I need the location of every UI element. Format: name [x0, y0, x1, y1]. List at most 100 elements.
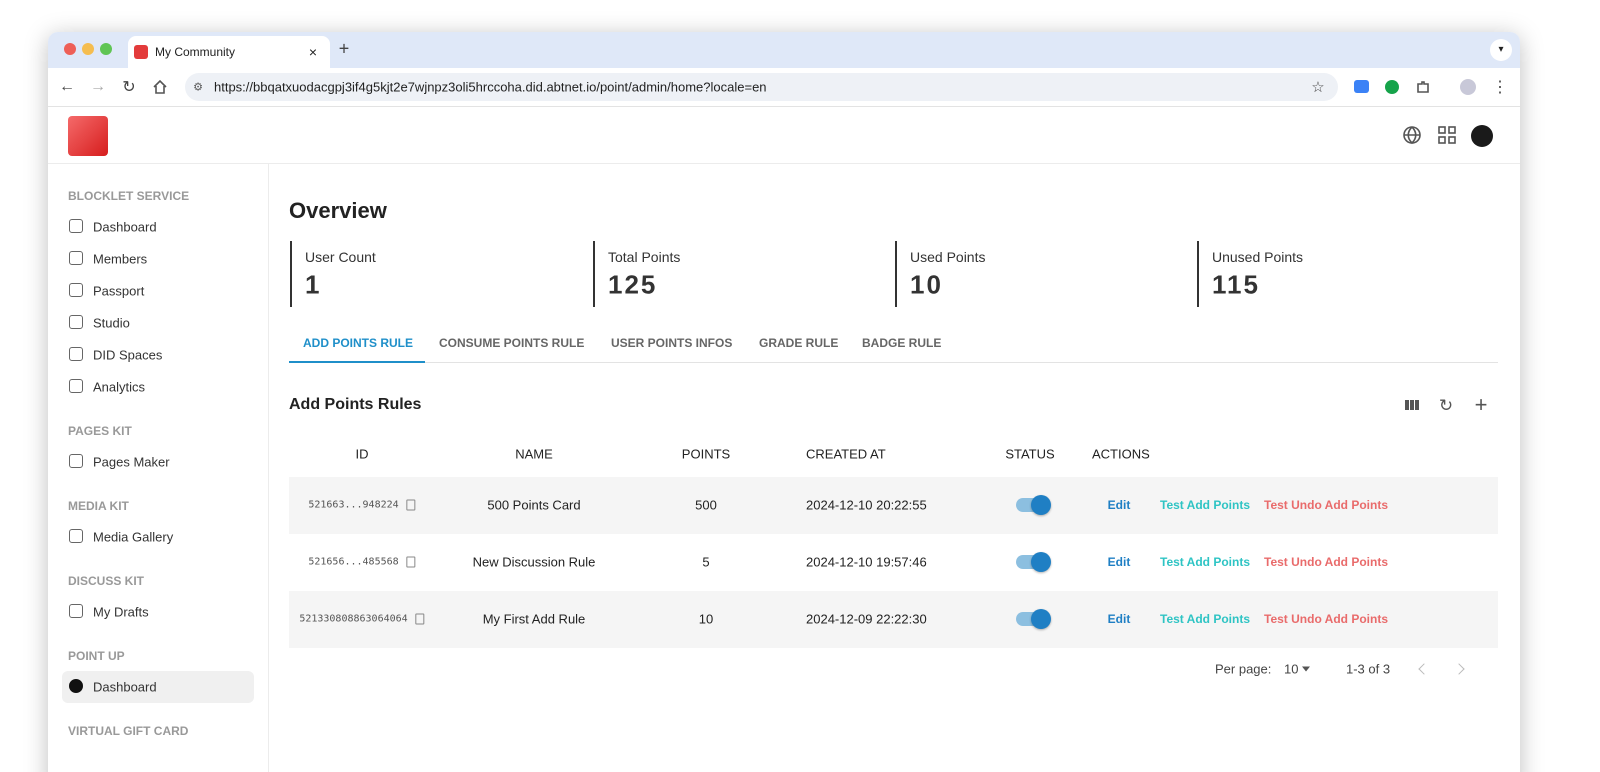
- id-cell: 521330808863064064: [299, 613, 425, 625]
- tab[interactable]: USER POINTS INFOS: [611, 336, 733, 350]
- sidebar-section-title: DISCUSS KIT: [68, 574, 145, 588]
- test-add-button[interactable]: Test Add Points: [1160, 498, 1250, 512]
- sidebar-item-icon: [69, 219, 83, 233]
- per-page-caret[interactable]: [1302, 666, 1310, 672]
- tab-search[interactable]: ▾: [1490, 39, 1512, 61]
- address-field[interactable]: ⚙ https://bbqatxuodacgpj3if4g5kjt2e7wjnp…: [185, 73, 1338, 101]
- maximize-window[interactable]: [100, 43, 112, 55]
- test-undo-button[interactable]: Test Undo Add Points: [1264, 612, 1388, 626]
- stat-label: Total Points: [608, 249, 681, 265]
- new-tab[interactable]: +: [338, 38, 350, 59]
- rule-id: 521330808863064064: [299, 613, 408, 625]
- profile-avatar[interactable]: [1460, 79, 1476, 95]
- copy-button[interactable]: [406, 556, 416, 568]
- status-toggle-thumb[interactable]: [1031, 552, 1051, 572]
- page-title: Overview: [289, 198, 387, 223]
- back-button[interactable]: ←: [59, 78, 75, 95]
- rule-points: 500: [695, 497, 717, 513]
- extensions-button[interactable]: [1415, 79, 1431, 95]
- rule-name: My First Add Rule: [482, 611, 586, 627]
- browser-window: My Community × + ▾ ← → ↻ ⚙ https://bbqat…: [48, 32, 1520, 772]
- sidebar-item[interactable]: Passport: [93, 283, 145, 299]
- tab-title: My Community: [155, 45, 236, 59]
- sidebar-item-icon: [69, 679, 83, 693]
- forward-button[interactable]: →: [90, 78, 106, 95]
- sidebar-item-icon: [69, 529, 83, 543]
- sidebar-item[interactable]: My Drafts: [93, 604, 149, 620]
- sidebar-item-icon: [69, 454, 83, 468]
- user-avatar[interactable]: [1471, 125, 1493, 147]
- refresh-button[interactable]: ↻: [1438, 396, 1454, 415]
- extension-icon[interactable]: [1354, 80, 1369, 93]
- home-button[interactable]: [152, 79, 168, 95]
- add-button[interactable]: +: [1474, 392, 1488, 417]
- test-add-button[interactable]: Test Add Points: [1160, 612, 1250, 626]
- next-page[interactable]: [1453, 663, 1465, 675]
- column-header: STATUS: [1005, 446, 1055, 462]
- sidebar-item[interactable]: Studio: [93, 315, 130, 331]
- tab[interactable]: GRADE RULE: [759, 336, 839, 350]
- test-undo-button[interactable]: Test Undo Add Points: [1264, 555, 1388, 569]
- toolbar: ← → ↻ ⚙ https://bbqatxuodacgpj3if4g5kjt2…: [48, 68, 1520, 107]
- sidebar-item[interactable]: Pages Maker: [93, 454, 170, 470]
- app-header: [48, 107, 1520, 164]
- sidebar-section-title: VIRTUAL GIFT CARD: [68, 724, 189, 738]
- bookmark-star[interactable]: ☆: [1311, 79, 1325, 96]
- stat-divider: [1197, 241, 1199, 307]
- sidebar-item[interactable]: Dashboard: [93, 219, 157, 235]
- sidebar-item-icon: [69, 379, 83, 393]
- stat-value: 10: [910, 269, 943, 300]
- copy-button[interactable]: [415, 613, 425, 625]
- minimize-window[interactable]: [82, 43, 94, 55]
- extension-icon[interactable]: [1385, 80, 1399, 94]
- table-row: [289, 477, 1498, 534]
- per-page-select[interactable]: 10: [1284, 661, 1299, 677]
- apps-button[interactable]: [1437, 125, 1457, 145]
- column-header: CREATED AT: [806, 446, 886, 462]
- tab-close[interactable]: ×: [308, 44, 318, 60]
- columns-button[interactable]: [1404, 397, 1420, 413]
- sidebar-item-icon: [69, 347, 83, 361]
- column-header: ID: [355, 446, 369, 462]
- edit-button[interactable]: Edit: [1107, 498, 1131, 512]
- test-add-button[interactable]: Test Add Points: [1160, 555, 1250, 569]
- sidebar-item[interactable]: Media Gallery: [93, 529, 174, 545]
- status-toggle-thumb[interactable]: [1031, 609, 1051, 629]
- copy-button[interactable]: [406, 499, 416, 511]
- sidebar-item[interactable]: Analytics: [93, 379, 146, 395]
- sidebar-item[interactable]: Dashboard: [93, 679, 157, 695]
- stat-value: 1: [305, 269, 322, 300]
- column-header: NAME: [515, 446, 553, 462]
- test-undo-button[interactable]: Test Undo Add Points: [1264, 498, 1388, 512]
- status-toggle-thumb[interactable]: [1031, 495, 1051, 515]
- browser-menu[interactable]: ⋮: [1492, 79, 1508, 96]
- tab[interactable]: BADGE RULE: [862, 336, 942, 350]
- stat-value: 125: [608, 269, 658, 300]
- edit-button[interactable]: Edit: [1107, 612, 1131, 626]
- stat-divider: [895, 241, 897, 307]
- reload-button[interactable]: ↻: [122, 79, 136, 96]
- tab[interactable]: CONSUME POINTS RULE: [439, 336, 585, 350]
- sidebar-item[interactable]: DID Spaces: [93, 347, 163, 363]
- sidebar-item-icon: [69, 283, 83, 297]
- table-title: Add Points Rules: [289, 396, 422, 413]
- tab[interactable]: ADD POINTS RULE: [303, 336, 414, 350]
- site-info[interactable]: ⚙: [193, 81, 203, 94]
- sidebar-item-highlight[interactable]: [62, 671, 254, 703]
- page-range: 1-3 of 3: [1346, 661, 1391, 677]
- rule-name: New Discussion Rule: [472, 554, 596, 570]
- prev-page[interactable]: [1418, 663, 1430, 675]
- id-cell: 521663...948224: [308, 499, 416, 511]
- edit-button[interactable]: Edit: [1107, 555, 1131, 569]
- app-logo[interactable]: [68, 116, 108, 156]
- language-button[interactable]: [1402, 125, 1422, 145]
- rule-name: 500 Points Card: [487, 497, 581, 513]
- sidebar-section-title: POINT UP: [68, 649, 125, 663]
- rule-points: 5: [702, 554, 710, 570]
- close-window[interactable]: [64, 43, 76, 55]
- sidebar-section-title: BLOCKLET SERVICE: [68, 189, 190, 203]
- browser-tab[interactable]: My Community ×: [128, 36, 330, 68]
- tab-bar: My Community × + ▾: [48, 32, 1520, 68]
- sidebar-item[interactable]: Members: [93, 251, 148, 267]
